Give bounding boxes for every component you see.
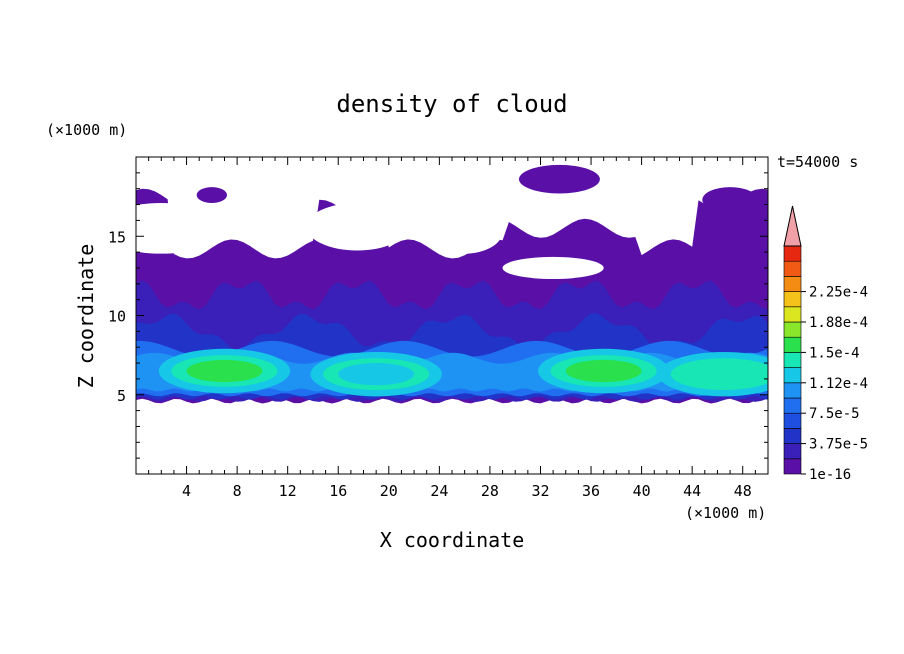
y-axis-label: Z coordinate (74, 244, 98, 389)
x-tick-label: 16 (329, 482, 347, 500)
x-unit-label: (×1000 m) (685, 504, 766, 522)
colorbar-bin (783, 260, 802, 277)
upper-puff-2 (702, 187, 758, 213)
x-tick-label: 8 (233, 482, 242, 500)
y-tick-label: 10 (108, 308, 126, 326)
density-field (136, 164, 768, 404)
x-tick-label: 40 (633, 482, 651, 500)
peak-core-2-ring-2 (565, 359, 642, 383)
peak-core-3-ring-2 (685, 363, 762, 386)
x-tick-label: 48 (734, 482, 752, 500)
chart-title: density of cloud (336, 90, 567, 118)
x-tick-label: 36 (582, 482, 600, 500)
colorbar-bin (783, 428, 802, 444)
colorbar-label: 1e-16 (809, 467, 851, 483)
colorbar-bin (783, 412, 802, 429)
colorbar-bin (783, 321, 802, 338)
upper-puff-0 (518, 164, 600, 194)
upper-puff-1 (196, 187, 228, 203)
colorbar-extend-triangle (783, 205, 802, 247)
colorbar-label: 1.12e-4 (809, 376, 868, 392)
colorbar-label: 3.75e-5 (809, 437, 868, 453)
colorbar-bin (783, 245, 802, 262)
colorbar-label: 2.25e-4 (809, 285, 868, 301)
y-tick-label: 15 (108, 228, 126, 246)
colorbar: 1e-16 3.75e-5 7.5e-5 1.12e-4 1.5e-4 1.88e-4 2.… (783, 205, 868, 483)
x-tick-label: 32 (531, 482, 549, 500)
colorbar-bin (783, 336, 802, 353)
colorbar-bin (783, 443, 802, 460)
colorbar-bin (783, 276, 802, 292)
colorbar-bin (783, 397, 802, 414)
y-unit-label: (×1000 m) (46, 121, 127, 139)
x-tick-label: 24 (430, 482, 448, 500)
x-tick-label: 44 (683, 482, 701, 500)
clear-gap-0 (136, 202, 225, 254)
x-tick-label: 12 (279, 482, 297, 500)
colorbar-label: 1.5e-4 (809, 345, 860, 361)
colorbar-bin (783, 382, 802, 399)
y-tick-label: 5 (117, 387, 126, 405)
clear-gap-3 (426, 209, 503, 254)
colorbar-bin (783, 458, 802, 475)
colorbar-bin (783, 306, 802, 323)
time-label: t=54000 s (777, 153, 858, 171)
peak-core-1-ring-2 (338, 363, 415, 386)
colorbar-label: 7.5e-5 (809, 406, 860, 422)
clear-gap-1 (306, 202, 408, 251)
clear-gap-2 (502, 256, 604, 280)
x-tick-label: 20 (380, 482, 398, 500)
x-tick-label: 4 (182, 482, 191, 500)
colorbar-bin (783, 291, 802, 308)
colorbar-bin (783, 352, 802, 368)
colorbar-bin (783, 367, 802, 384)
x-tick-label: 28 (481, 482, 499, 500)
colorbar-label: 1.88e-4 (809, 315, 868, 331)
peak-core-0-ring-2 (186, 359, 263, 383)
x-axis-label: X coordinate (380, 528, 525, 552)
